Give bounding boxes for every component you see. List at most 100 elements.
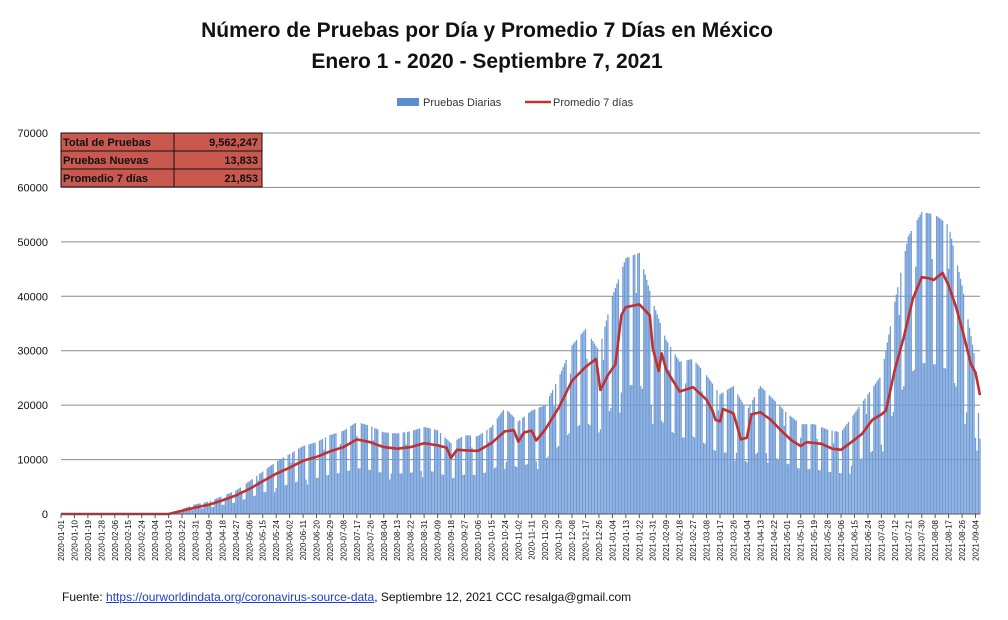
daily-bar — [235, 490, 237, 514]
source-link[interactable]: https://ourworldindata.org/coronavirus-s… — [106, 590, 375, 604]
stat-avg-value: 21,853 — [224, 173, 258, 185]
x-tick-label: 2021-06-06 — [837, 519, 846, 560]
daily-bar — [806, 424, 808, 514]
daily-bar — [251, 479, 253, 514]
daily-bar — [626, 257, 628, 514]
daily-bar — [613, 292, 615, 514]
x-tick-label: 2021-06-15 — [850, 519, 859, 560]
daily-bar — [472, 474, 475, 514]
daily-bar — [717, 410, 720, 514]
daily-bar — [291, 452, 294, 514]
daily-bar — [774, 401, 776, 514]
daily-bar — [543, 405, 545, 514]
daily-bar — [809, 469, 811, 514]
x-tick-label: 2021-03-08 — [703, 519, 712, 560]
daily-bar — [605, 320, 608, 514]
daily-bar — [814, 424, 817, 514]
daily-bar — [410, 472, 412, 514]
daily-bar — [684, 383, 687, 514]
daily-bar — [652, 423, 654, 514]
x-tick-label: 2021-04-04 — [743, 519, 752, 560]
daily-bar — [303, 445, 306, 514]
daily-bar — [459, 437, 461, 514]
daily-bar — [419, 428, 421, 514]
daily-bar — [354, 422, 357, 514]
daily-bar — [841, 430, 844, 514]
daily-bar — [846, 423, 848, 514]
daily-bar — [949, 232, 951, 514]
daily-bar — [507, 410, 509, 514]
daily-bar — [973, 353, 975, 514]
daily-bar — [876, 381, 878, 514]
daily-bar — [496, 418, 498, 514]
x-tick-label: 2021-02-27 — [689, 519, 698, 560]
daily-bar — [810, 424, 812, 514]
daily-bar — [822, 427, 824, 514]
daily-bar — [598, 432, 600, 514]
daily-bar — [323, 449, 325, 514]
daily-bar — [608, 411, 611, 514]
daily-bar — [563, 363, 566, 514]
x-tick-label: 2020-08-22 — [407, 519, 416, 560]
daily-bar — [828, 471, 830, 514]
x-tick-label: 2020-09-27 — [460, 519, 469, 560]
daily-bar — [233, 502, 235, 514]
daily-bar — [526, 464, 528, 514]
daily-bar — [214, 499, 216, 514]
daily-bar — [616, 283, 618, 514]
daily-bar — [628, 256, 630, 514]
x-tick-label: 2020-04-27 — [232, 519, 241, 560]
daily-bar — [858, 406, 860, 514]
x-tick-label: 2020-11-29 — [555, 519, 564, 560]
daily-bar — [513, 416, 515, 514]
daily-bar — [889, 326, 891, 514]
daily-bar — [686, 360, 688, 514]
daily-bar — [569, 373, 572, 514]
daily-bar — [284, 485, 286, 514]
daily-bar — [280, 459, 282, 514]
daily-bar — [852, 415, 854, 514]
x-tick-label: 2020-03-22 — [178, 519, 187, 560]
daily-bar — [517, 421, 519, 514]
daily-bar — [904, 250, 906, 514]
daily-bar — [398, 433, 400, 514]
daily-bar — [953, 383, 956, 514]
daily-bar — [711, 383, 714, 514]
daily-bar — [314, 442, 316, 514]
daily-bar — [668, 370, 670, 514]
daily-bar — [956, 265, 959, 514]
daily-bar — [859, 459, 862, 514]
daily-bar — [300, 446, 303, 514]
daily-bar — [955, 386, 957, 514]
daily-bar — [779, 405, 781, 514]
daily-bar — [544, 405, 546, 514]
daily-bar — [265, 491, 267, 514]
x-tick-label: 2021-07-30 — [918, 519, 927, 560]
daily-bar — [634, 254, 636, 514]
daily-bar — [462, 474, 464, 514]
daily-bar — [943, 367, 945, 514]
y-tick-label: 20000 — [17, 400, 48, 412]
x-tick-label: 2020-03-31 — [191, 519, 200, 560]
daily-bar — [770, 396, 772, 514]
daily-bar — [278, 460, 280, 514]
daily-bar — [529, 411, 531, 514]
daily-bar — [913, 369, 915, 514]
daily-bar — [847, 421, 850, 514]
legend-line-label: Promedio 7 días — [553, 97, 634, 109]
daily-bar — [644, 274, 646, 514]
daily-bar — [701, 391, 703, 514]
x-tick-label: 2020-05-15 — [259, 519, 268, 560]
daily-bar — [208, 503, 210, 514]
daily-bar — [190, 509, 192, 514]
daily-bar — [915, 266, 917, 514]
daily-bar — [873, 385, 875, 514]
daily-bar — [650, 405, 652, 514]
daily-bar — [499, 414, 501, 514]
daily-bar — [735, 452, 738, 514]
daily-bar — [197, 503, 200, 514]
daily-bar — [383, 432, 385, 514]
daily-bar — [386, 432, 388, 514]
stat-total-value: 9,562,247 — [209, 137, 258, 149]
